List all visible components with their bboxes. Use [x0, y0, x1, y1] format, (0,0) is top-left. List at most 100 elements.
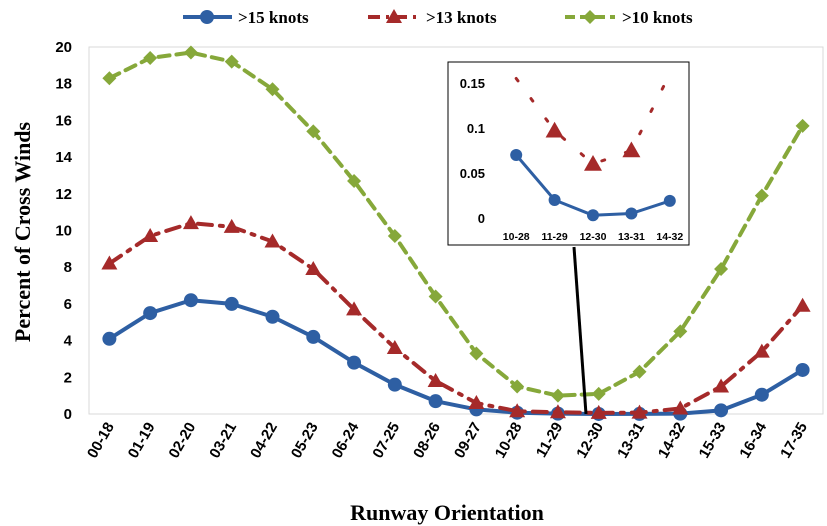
inset-y-tick-label: 0: [478, 211, 485, 226]
x-tick-label: 17-35: [777, 420, 811, 462]
inset-callout-line: [572, 246, 588, 415]
inset-x-axis: 10-28 11-29 12-30 13-31 14-32: [503, 231, 684, 243]
inset-y-tick-label: 0.05: [460, 166, 485, 181]
data-point-series-3: [265, 82, 280, 97]
legend: >15 knots >13 knots >10 knots: [183, 8, 693, 27]
data-point-series-2: [468, 394, 485, 409]
x-tick-label: 16-34: [736, 419, 770, 461]
data-point-series-2: [305, 261, 322, 276]
data-point-series-3: [347, 173, 362, 188]
x-tick-label: 04-22: [247, 420, 281, 462]
inset-x-tick-label: 12-30: [580, 231, 607, 243]
data-point-series-1: [102, 331, 117, 346]
data-point-series-2: [264, 233, 281, 248]
x-tick-label: 01-19: [125, 420, 159, 462]
y-tick-label: 2: [64, 369, 72, 386]
data-point-series-3: [591, 386, 606, 401]
x-tick-label: 03-21: [206, 420, 240, 462]
x-tick-label: 10-28: [492, 420, 526, 462]
x-tick-label: 11-29: [533, 420, 566, 461]
data-point-series-3: [795, 118, 810, 133]
y-tick-label: 20: [55, 39, 72, 56]
x-tick-label: 02-20: [165, 420, 199, 462]
legend-item-series-2: >13 knots: [368, 8, 497, 27]
x-tick-label: 14-32: [655, 420, 689, 462]
data-point-series-2: [713, 378, 730, 393]
data-point-series-1: [795, 362, 810, 377]
data-point-series-1: [224, 296, 239, 311]
y-axis: 0 2 4 6 8 10 12 14 16 18 20: [55, 39, 72, 423]
y-tick-label: 10: [55, 223, 72, 240]
data-point-series-1: [347, 355, 362, 370]
data-point-series-3: [102, 71, 117, 86]
legend-item-series-3: >10 knots: [565, 8, 693, 27]
data-point-series-2: [590, 404, 607, 419]
y-axis-title: Percent of Cross Winds: [10, 121, 35, 342]
data-point-series-2: [672, 400, 689, 415]
data-point-series-2: [631, 404, 648, 419]
data-point-series-3: [550, 388, 565, 403]
data-point-series-3: [510, 379, 525, 394]
x-axis: 00-18 01-19 02-20 03-21 04-22 05-23 06-24 07-25…: [84, 419, 811, 461]
data-point-series-2: [346, 301, 363, 316]
x-tick-label: 12-30: [573, 420, 607, 462]
x-tick-label: 06-24: [329, 419, 363, 461]
data-point-series-3: [714, 262, 729, 277]
inset-x-tick-label: 13-31: [618, 231, 645, 243]
inset-data-point-series-1: [587, 209, 599, 222]
inset-data-point-series-2: [584, 155, 602, 171]
x-axis-title: Runway Orientation: [350, 500, 544, 525]
y-tick-label: 18: [55, 76, 72, 93]
data-point-series-2: [223, 218, 240, 233]
data-point-series-1: [183, 293, 198, 308]
inset-y-tick-label: 0.15: [460, 76, 485, 91]
data-point-series-2: [101, 255, 118, 270]
data-point-series-3: [469, 346, 484, 361]
data-point-series-2: [509, 403, 526, 418]
inset-x-tick-label: 10-28: [503, 231, 530, 243]
inset-x-tick-label: 11-29: [541, 231, 567, 243]
inset-data-point-series-1: [510, 149, 523, 161]
data-point-series-1: [428, 394, 443, 409]
inset-data-point-series-1: [548, 194, 561, 206]
x-tick-label: 09-27: [451, 420, 485, 462]
data-point-series-2: [386, 339, 403, 354]
plot-area: [88, 46, 824, 415]
data-point-series-2: [549, 404, 566, 419]
y-tick-label: 12: [55, 186, 72, 203]
series-group: [101, 45, 811, 421]
legend-item-series-1: >15 knots: [183, 8, 309, 27]
data-point-series-1: [306, 329, 321, 344]
series-line-2: [107, 221, 805, 415]
inset-frame: [447, 61, 690, 246]
data-point-series-1: [265, 309, 280, 324]
data-point-series-2: [182, 215, 199, 230]
y-tick-label: 4: [64, 333, 73, 350]
inset-data-point-series-2: [545, 121, 564, 138]
data-point-series-3: [632, 364, 647, 379]
inset-chart: 0 0.05 0.1 0.15 10-28 11-29 12-30 13-31 14-32: [447, 61, 690, 246]
y-tick-label: 6: [64, 296, 72, 313]
x-tick-label: 13-31: [614, 420, 648, 462]
series-line-3: [107, 50, 805, 398]
data-point-series-1: [143, 306, 158, 321]
data-point-series-3: [306, 124, 321, 139]
legend-label-series-1: >15 knots: [238, 8, 309, 27]
data-point-series-3: [224, 54, 239, 69]
data-point-series-1: [714, 403, 729, 418]
x-tick-label: 15-33: [696, 420, 730, 462]
inset-data-point-series-2: [622, 141, 641, 158]
data-point-series-3: [673, 324, 688, 339]
inset-y-tick-label: 0.1: [467, 121, 485, 136]
inset-data-point-series-1: [625, 207, 638, 220]
data-point-series-3: [183, 45, 198, 60]
legend-label-series-2: >13 knots: [426, 8, 497, 27]
x-tick-label: 08-26: [410, 420, 444, 462]
y-tick-label: 14: [55, 149, 72, 166]
x-tick-label: 00-18: [84, 420, 118, 462]
y-tick-label: 16: [55, 112, 72, 129]
inset-data-point-series-1: [663, 194, 676, 207]
data-point-series-3: [428, 289, 443, 304]
inset-series-group: [510, 72, 676, 222]
